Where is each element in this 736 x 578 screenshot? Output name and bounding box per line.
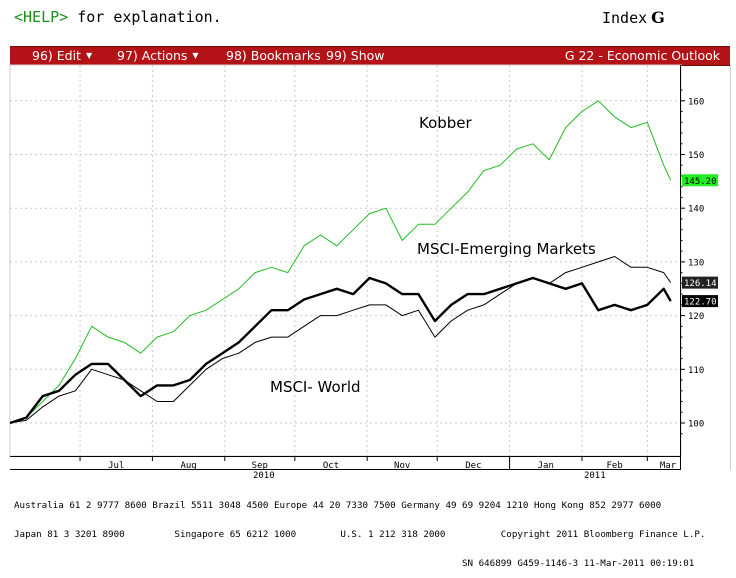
- chevron-down-icon: ▼: [85, 51, 93, 60]
- series-line-0: [9, 100, 672, 424]
- y-tick-label: 160: [688, 97, 704, 107]
- last-value-label-0: 145.20: [684, 177, 717, 187]
- series-label-2: MSCI- World: [270, 378, 361, 396]
- x-month-label: Sep: [252, 461, 268, 471]
- y-tick-label: 120: [688, 312, 704, 322]
- series-line-1: [9, 256, 672, 424]
- price-chart: 100 110 120 130 140 150 160 Jul Aug Sep Oct Nov Dec J…: [9, 64, 731, 481]
- screen-title: G 22 - Economic Outlook: [564, 48, 720, 63]
- menu-actions[interactable]: 97) Actions ▼: [117, 48, 199, 63]
- x-month-label: Feb: [607, 461, 623, 471]
- menu-bookmarks[interactable]: 98) Bookmarks: [226, 48, 321, 63]
- index-indicator: Index G: [602, 8, 665, 27]
- series-label-1: MSCI-Emerging Markets: [417, 240, 596, 258]
- last-value-box-0: [682, 174, 718, 187]
- chevron-down-icon: ▼: [192, 51, 199, 60]
- y-tick-label: 140: [688, 205, 704, 215]
- footer-line-2: Japan 81 3 3201 8900 Singapore 65 6212 1…: [14, 528, 706, 540]
- menu-edit-label: 96) Edit: [32, 48, 81, 63]
- index-key: G: [651, 8, 665, 27]
- y-tick-label: 150: [688, 151, 704, 161]
- y-tick-label: 100: [688, 420, 704, 430]
- last-value-label-1: 126.14: [684, 279, 717, 289]
- y-tick-label: 110: [688, 366, 704, 376]
- x-year-label: 2010: [253, 471, 275, 481]
- x-month-label: Mar: [660, 461, 677, 471]
- menu-show[interactable]: 99) Show: [326, 48, 384, 63]
- help-text: for explanation.: [77, 8, 222, 26]
- index-label: Index: [602, 9, 648, 27]
- x-month-label: Aug: [180, 461, 196, 471]
- footer-contacts: Australia 61 2 9777 8600 Brazil 5511 304…: [14, 482, 705, 578]
- menu-actions-label: 97) Actions: [117, 48, 188, 63]
- x-month-label: Dec: [465, 461, 481, 471]
- x-month-label: Nov: [394, 461, 410, 471]
- series-label-0: Kobber: [419, 114, 473, 132]
- help-hint: <HELP> for explanation.: [14, 8, 222, 26]
- y-tick-label: 130: [688, 258, 704, 268]
- x-month-label: Jan: [538, 461, 554, 471]
- footer-line-3: SN 646899 G459-1146-3 11-Mar-2011 00:19:…: [462, 557, 695, 569]
- last-value-box-2: [682, 295, 718, 308]
- help-key[interactable]: <HELP>: [14, 8, 69, 26]
- menu-edit[interactable]: 96) Edit ▼: [32, 48, 92, 63]
- last-value-box-1: [682, 276, 718, 289]
- menu-bookmarks-label: 98) Bookmarks: [226, 48, 321, 63]
- x-month-label: Jul: [108, 461, 124, 471]
- x-month-label: Oct: [323, 461, 339, 471]
- menu-bar: 96) Edit ▼ 97) Actions ▼ 98) Bookmarks 9…: [10, 46, 730, 66]
- footer-line-1: Australia 61 2 9777 8600 Brazil 5511 304…: [14, 500, 662, 512]
- series-line-2: [9, 276, 672, 425]
- menu-show-label: 99) Show: [326, 48, 385, 63]
- plot-area: [9, 64, 682, 457]
- last-value-label-2: 122.70: [684, 298, 717, 308]
- x-year-label: 2011: [584, 471, 606, 481]
